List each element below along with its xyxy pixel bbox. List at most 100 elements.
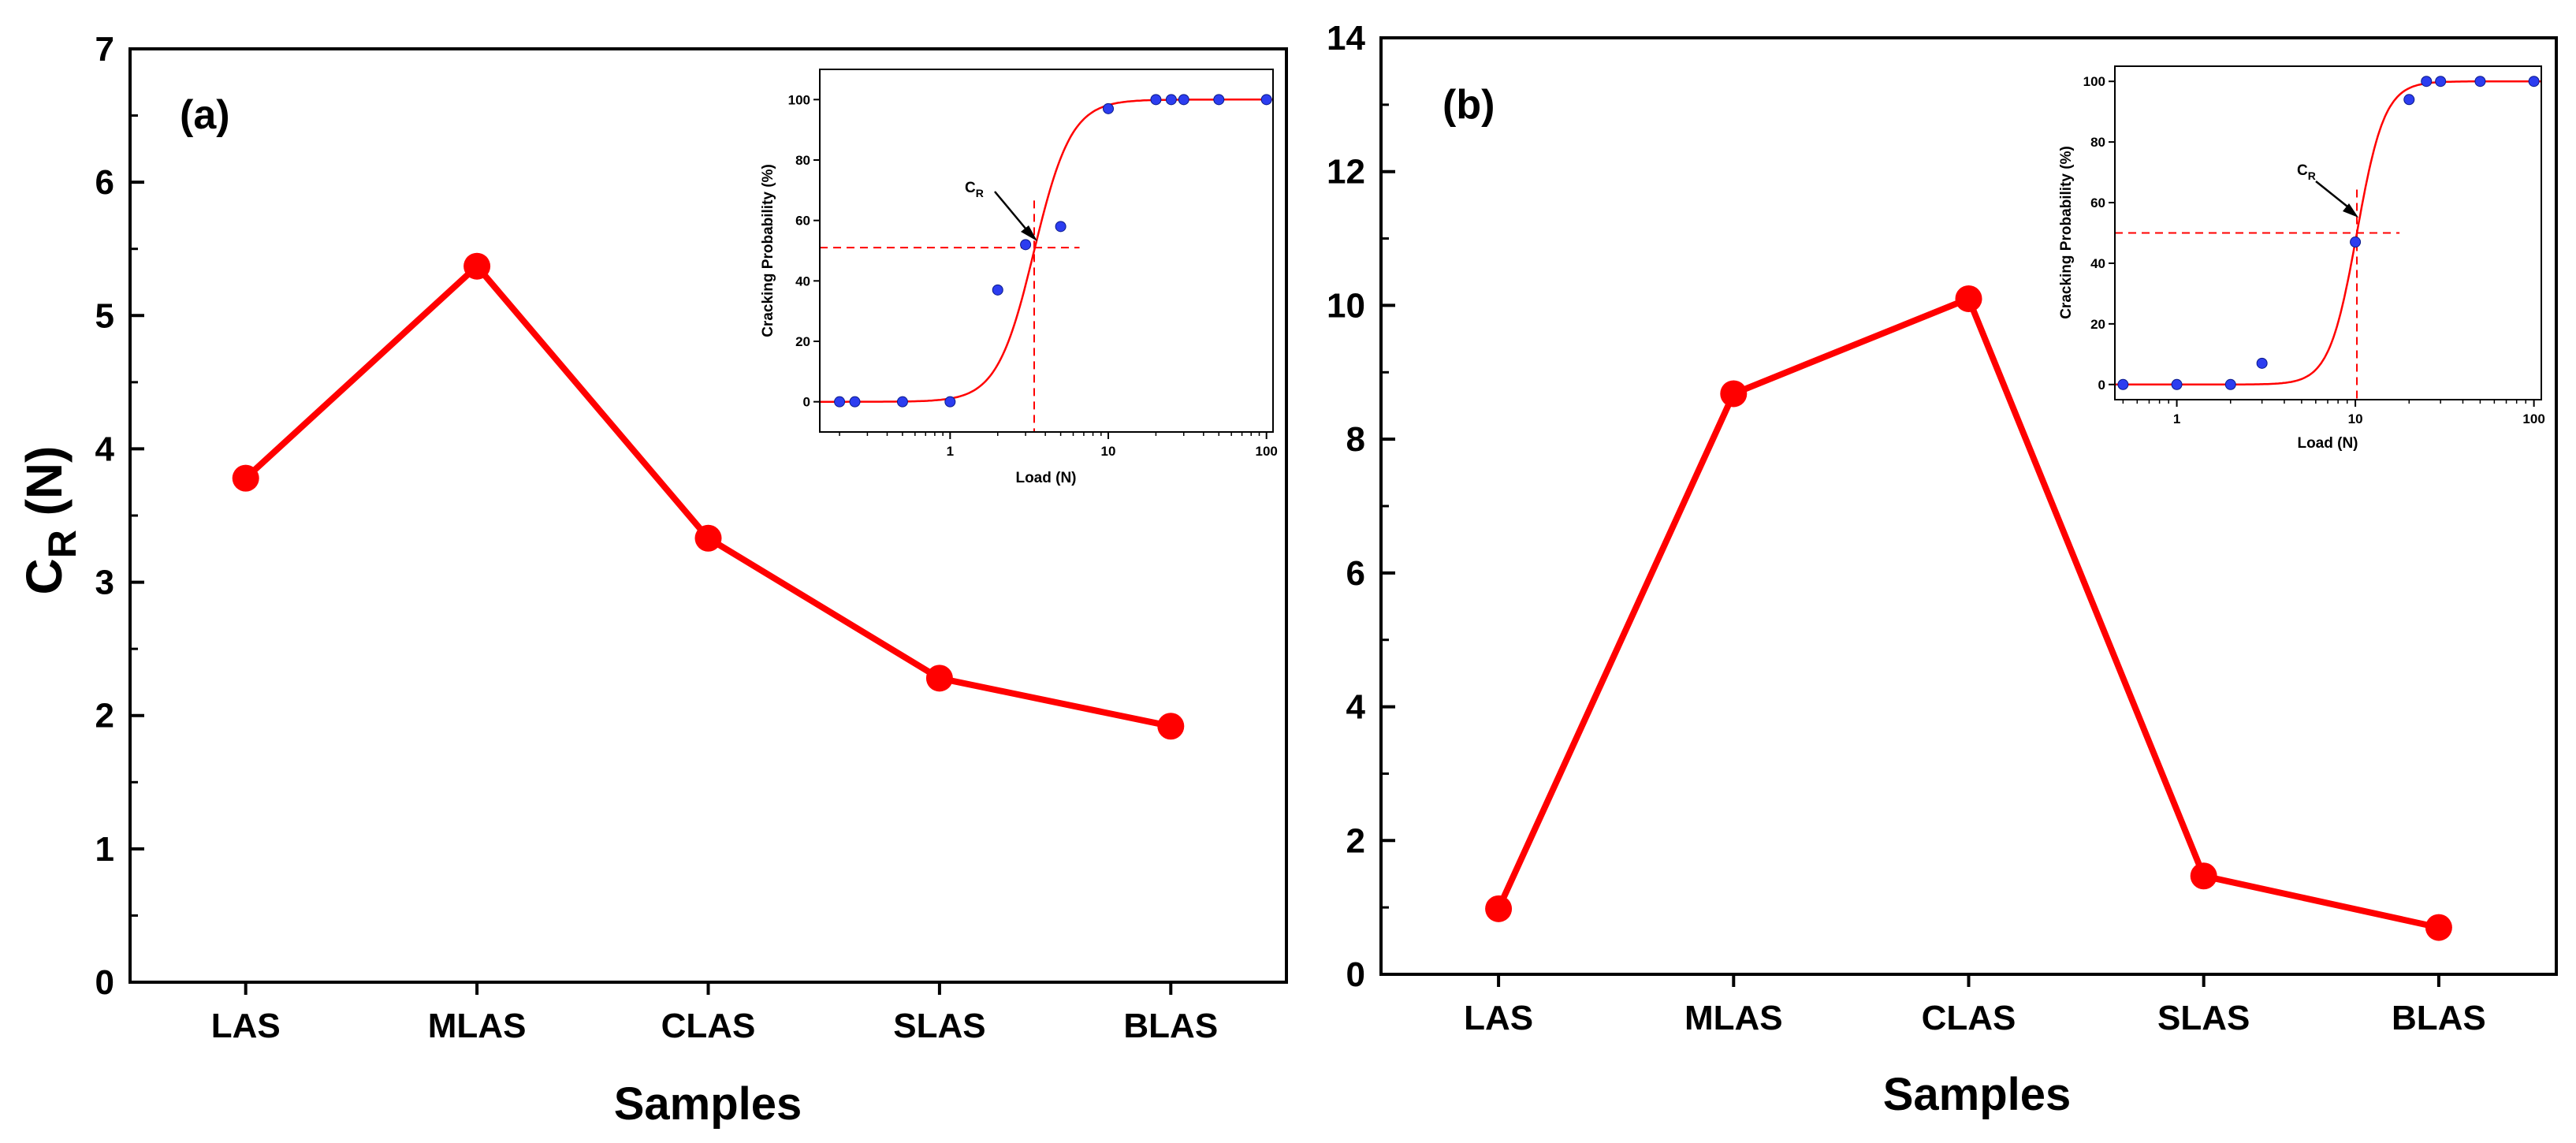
panel-a-y-axis-title: CR (N) (16, 446, 84, 595)
ib-x-tick-label: 1 (2173, 411, 2180, 426)
panel-b-x-tick-label: CLAS (1922, 999, 2016, 1037)
ia-y-tick-label: 0 (803, 395, 810, 410)
panel-b-label: (b) (1442, 82, 1495, 128)
ia-data-point (1103, 102, 1115, 114)
ib-x-tick-label: 10 (2348, 411, 2363, 426)
panel-a-x-tick-label: CLAS (661, 1007, 756, 1045)
panel-a-y-tick-label: 7 (95, 30, 114, 69)
panel-a-x-axis-title: Samples (614, 1078, 802, 1130)
ib-y-tick-label: 80 (2090, 135, 2105, 150)
panel-b-point-las (1485, 895, 1513, 922)
panel-a-inset-arrow (994, 191, 1037, 241)
panel-a-y-tick-label: 0 (95, 963, 114, 1002)
ib-data-point (2171, 378, 2183, 390)
panel-a-y-axis-title-main: C (16, 558, 73, 594)
ia-x-tick-label: 10 (1101, 444, 1116, 459)
ia-data-point (1260, 94, 1272, 106)
panel-b-inset-x-title: Load (N) (2297, 435, 2358, 452)
ia-data-point (1165, 94, 1177, 106)
panel-a-point-blas (1157, 713, 1185, 740)
panel-a-point-mlas (463, 252, 491, 280)
ib-y-tick-label: 60 (2090, 195, 2105, 210)
ib-y-tick-label: 100 (2083, 74, 2105, 89)
panel-b-x-tick-label: BLAS (2392, 999, 2486, 1037)
ia-fit-curve (820, 99, 1273, 403)
panel-b-y-tick-label: 0 (1346, 955, 1365, 994)
ia-data-point (1150, 94, 1162, 106)
panel-b-x-axis-title: Samples (1883, 1069, 2072, 1120)
panel-b-point-slas (2190, 862, 2217, 890)
ia-x-tick-label: 1 (947, 444, 954, 459)
panel-a-x-tick-label: SLAS (893, 1007, 985, 1045)
ib-y-tick-label: 0 (2098, 378, 2105, 393)
panel-a-y-tick-label: 3 (95, 564, 114, 602)
ib-fit-curve (2115, 80, 2541, 386)
panel-a-inset-frame (819, 69, 1274, 433)
panel-a-point-slas (925, 665, 953, 692)
panel-b-y-tick-label: 10 (1327, 286, 1365, 325)
panel-b-y-tick-label: 14 (1327, 19, 1365, 58)
panel-b-inset-annotation: CR (2297, 162, 2316, 182)
panel-a-point-las (232, 464, 259, 492)
panel-a-y-tick-label: 6 (95, 163, 114, 202)
ib-x-tick-label: 100 (2522, 411, 2544, 426)
ia-x-tick-label: 100 (1256, 444, 1278, 459)
panel-a-y-tick-label: 2 (95, 697, 114, 735)
ib-y-tick-label: 20 (2090, 317, 2105, 332)
panel-b-inset-y-title: Cracking Probability (%) (2058, 146, 2075, 319)
panel-b-y-tick-label: 6 (1346, 554, 1365, 593)
ib-data-point (2224, 378, 2236, 390)
panel-b-x-tick-label: MLAS (1684, 999, 1783, 1037)
panel-b-x-tick-label: LAS (1464, 999, 1533, 1037)
ia-y-tick-label: 80 (795, 153, 810, 168)
ib-data-point (2256, 357, 2268, 369)
ia-data-point (896, 396, 908, 408)
panel-b-inset: 0 20 40 60 80 100 1 10 100 Load (N) Cracking Pro… (2058, 65, 2545, 452)
ia-data-point (944, 396, 956, 408)
ia-y-tick-label: 100 (788, 92, 810, 107)
panel-a-inset-annotation: CR (965, 180, 984, 199)
panel-b-y-tick-label: 2 (1346, 821, 1365, 860)
ib-data-point (2435, 76, 2447, 87)
ib-y-tick-label: 40 (2090, 256, 2105, 271)
panel-a-x-tick-label: BLAS (1123, 1007, 1218, 1045)
ib-data-point (2474, 76, 2486, 87)
panel-a-y-axis-title-unit: (N) (16, 446, 73, 516)
ia-data-point (1213, 94, 1225, 106)
ib-data-point (2117, 378, 2129, 390)
ib-data-point (2403, 94, 2415, 106)
panel-a-y-tick-label: 4 (95, 430, 115, 468)
ia-y-tick-label: 60 (795, 214, 810, 229)
panel-b-x-tick-label: SLAS (2157, 999, 2250, 1037)
ib-data-point (2528, 76, 2540, 87)
panel-a-y-axis-title-sub: R (40, 530, 84, 558)
ia-data-point (1020, 239, 1032, 251)
ia-y-tick-label: 20 (795, 334, 810, 349)
ia-data-point (834, 396, 846, 408)
panel-b-point-clas (1955, 285, 1982, 312)
panel-a-y-tick-label: 1 (95, 830, 114, 869)
panel-a-inset: 0 20 40 60 80 100 1 10 100 Load (N) Cracking Pro… (760, 69, 1278, 486)
panel-b-point-blas (2425, 914, 2452, 941)
ib-data-point (2421, 76, 2433, 87)
ia-data-point (849, 396, 861, 408)
panel-b-y-tick-label: 8 (1346, 420, 1365, 459)
ib-data-point (2350, 236, 2362, 248)
ia-data-point (1055, 221, 1067, 233)
panel-a-x-tick-label: LAS (211, 1007, 281, 1045)
ia-data-point (1178, 94, 1189, 106)
panel-b-point-mlas (1720, 380, 1748, 408)
panel-a-label: (a) (180, 92, 230, 138)
panel-a-y-tick-label: 5 (95, 296, 114, 335)
ia-y-tick-label: 40 (795, 274, 810, 289)
panel-a-point-clas (694, 524, 722, 552)
panel-b-inset-arrow (2315, 181, 2358, 218)
ia-data-point (992, 284, 1003, 296)
panel-b-y-tick-label: 4 (1346, 688, 1366, 727)
panel-a-x-tick-label: MLAS (428, 1007, 527, 1045)
panel-a-inset-y-title: Cracking Probability (%) (760, 164, 776, 337)
panel-a-inset-x-title: Load (N) (1015, 470, 1076, 486)
